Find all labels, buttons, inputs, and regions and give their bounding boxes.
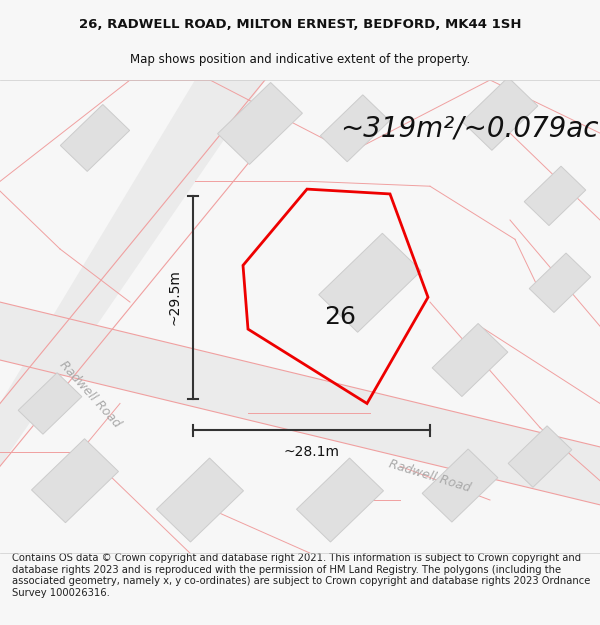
Polygon shape: [462, 78, 538, 151]
Text: ~29.5m: ~29.5m: [168, 269, 182, 325]
Text: Radwell Road: Radwell Road: [388, 458, 472, 494]
Polygon shape: [508, 426, 572, 488]
Polygon shape: [529, 253, 591, 312]
Polygon shape: [319, 233, 421, 332]
Text: Map shows position and indicative extent of the property.: Map shows position and indicative extent…: [130, 54, 470, 66]
Polygon shape: [524, 166, 586, 226]
Text: ~28.1m: ~28.1m: [284, 445, 340, 459]
Polygon shape: [422, 449, 498, 522]
Polygon shape: [296, 458, 383, 542]
Polygon shape: [320, 95, 389, 162]
Text: ~319m²/~0.079ac.: ~319m²/~0.079ac.: [340, 114, 600, 142]
Text: 26, RADWELL ROAD, MILTON ERNEST, BEDFORD, MK44 1SH: 26, RADWELL ROAD, MILTON ERNEST, BEDFORD…: [79, 18, 521, 31]
Polygon shape: [61, 104, 130, 171]
Polygon shape: [218, 82, 302, 164]
Text: Radwell Road: Radwell Road: [57, 358, 123, 430]
Polygon shape: [157, 458, 244, 542]
Polygon shape: [0, 80, 265, 466]
Polygon shape: [18, 372, 82, 434]
Polygon shape: [432, 324, 508, 396]
Polygon shape: [32, 439, 118, 522]
Text: Contains OS data © Crown copyright and database right 2021. This information is : Contains OS data © Crown copyright and d…: [12, 553, 590, 598]
Text: 26: 26: [324, 304, 356, 329]
Polygon shape: [0, 302, 600, 505]
